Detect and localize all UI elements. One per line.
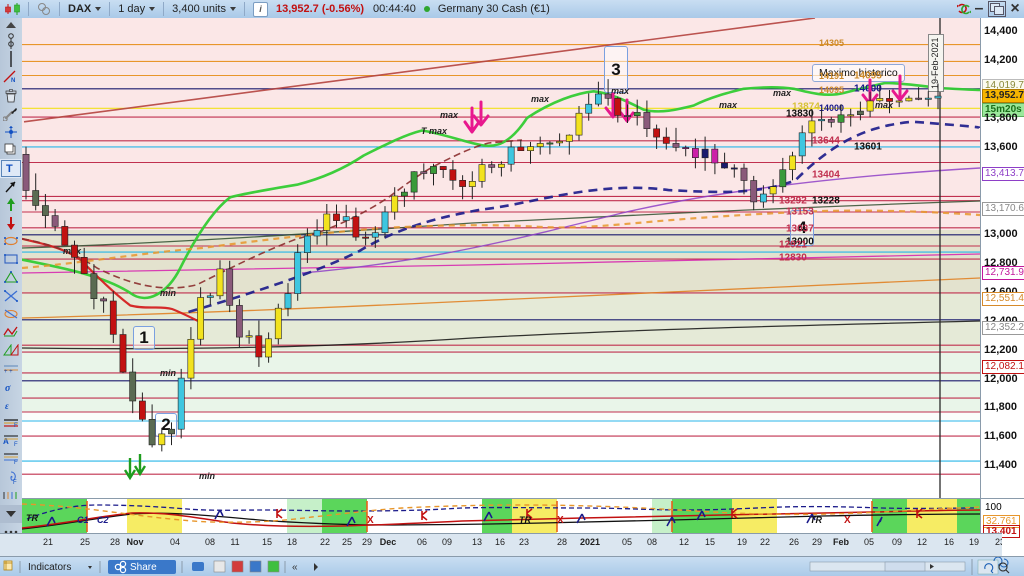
svg-text:29: 29 <box>362 537 372 547</box>
svg-text:05: 05 <box>864 537 874 547</box>
svg-text:12: 12 <box>917 537 927 547</box>
svg-text:05: 05 <box>622 537 632 547</box>
svg-text:21: 21 <box>43 537 53 547</box>
svg-text:28: 28 <box>110 537 120 547</box>
svg-text:F: F <box>14 460 18 465</box>
svg-text:09: 09 <box>892 537 902 547</box>
svg-text:ε: ε <box>5 401 9 411</box>
svg-text:22: 22 <box>320 537 330 547</box>
svg-text:26: 26 <box>789 537 799 547</box>
svg-text:19: 19 <box>737 537 747 547</box>
svg-text:A: A <box>3 437 9 446</box>
svg-text:Nov: Nov <box>126 537 143 547</box>
svg-text:04: 04 <box>170 537 180 547</box>
svg-text:F: F <box>14 442 18 447</box>
svg-text:23: 23 <box>519 537 529 547</box>
svg-text:16: 16 <box>495 537 505 547</box>
svg-text:22: 22 <box>760 537 770 547</box>
svg-text:08: 08 <box>205 537 215 547</box>
svg-text:18: 18 <box>287 537 297 547</box>
svg-text:15: 15 <box>262 537 272 547</box>
svg-text:16: 16 <box>944 537 954 547</box>
svg-text:σ: σ <box>5 383 11 393</box>
svg-text:F: F <box>13 480 17 485</box>
svg-text:+ +: + + <box>4 369 13 374</box>
svg-text:12: 12 <box>679 537 689 547</box>
svg-text:Feb: Feb <box>833 537 850 547</box>
svg-text:N: N <box>11 78 15 84</box>
svg-text:F: F <box>14 423 18 428</box>
svg-text:2021: 2021 <box>580 537 600 547</box>
svg-text:T: T <box>6 163 13 174</box>
svg-text:28: 28 <box>557 537 567 547</box>
svg-text:29: 29 <box>812 537 822 547</box>
svg-text:Dec: Dec <box>380 537 397 547</box>
svg-text:13: 13 <box>472 537 482 547</box>
svg-text:06: 06 <box>417 537 427 547</box>
svg-text:08: 08 <box>647 537 657 547</box>
svg-text:19: 19 <box>969 537 979 547</box>
svg-text:15: 15 <box>705 537 715 547</box>
svg-text:23: 23 <box>995 537 1002 547</box>
svg-text:25: 25 <box>342 537 352 547</box>
svg-text:25: 25 <box>80 537 90 547</box>
svg-text:09: 09 <box>442 537 452 547</box>
svg-text:11: 11 <box>230 537 239 547</box>
